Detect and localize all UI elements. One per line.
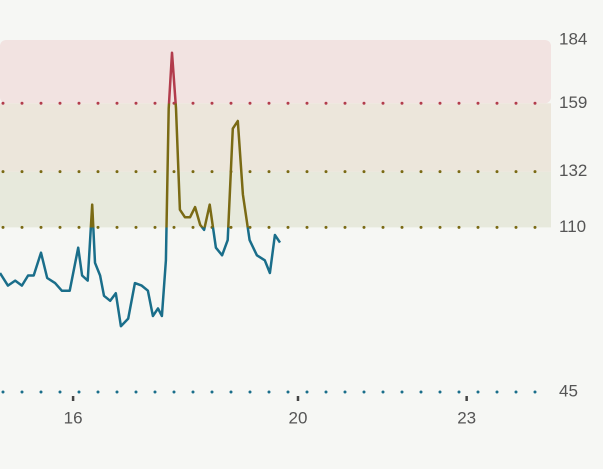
zone-band — [0, 40, 551, 104]
y-tick-label: 110 — [559, 217, 586, 236]
y-tick-label: 184 — [559, 29, 587, 48]
x-tick-label: 23 — [457, 408, 476, 427]
y-tick-label: 45 — [559, 381, 578, 400]
y-tick-label: 159 — [559, 93, 587, 112]
zone-band — [0, 103, 551, 172]
y-tick-label: 132 — [559, 161, 587, 180]
x-tick-label: 20 — [289, 408, 308, 427]
zone-band — [0, 171, 551, 228]
heart-rate-line — [0, 51, 282, 328]
x-tick-label: 16 — [64, 408, 83, 427]
